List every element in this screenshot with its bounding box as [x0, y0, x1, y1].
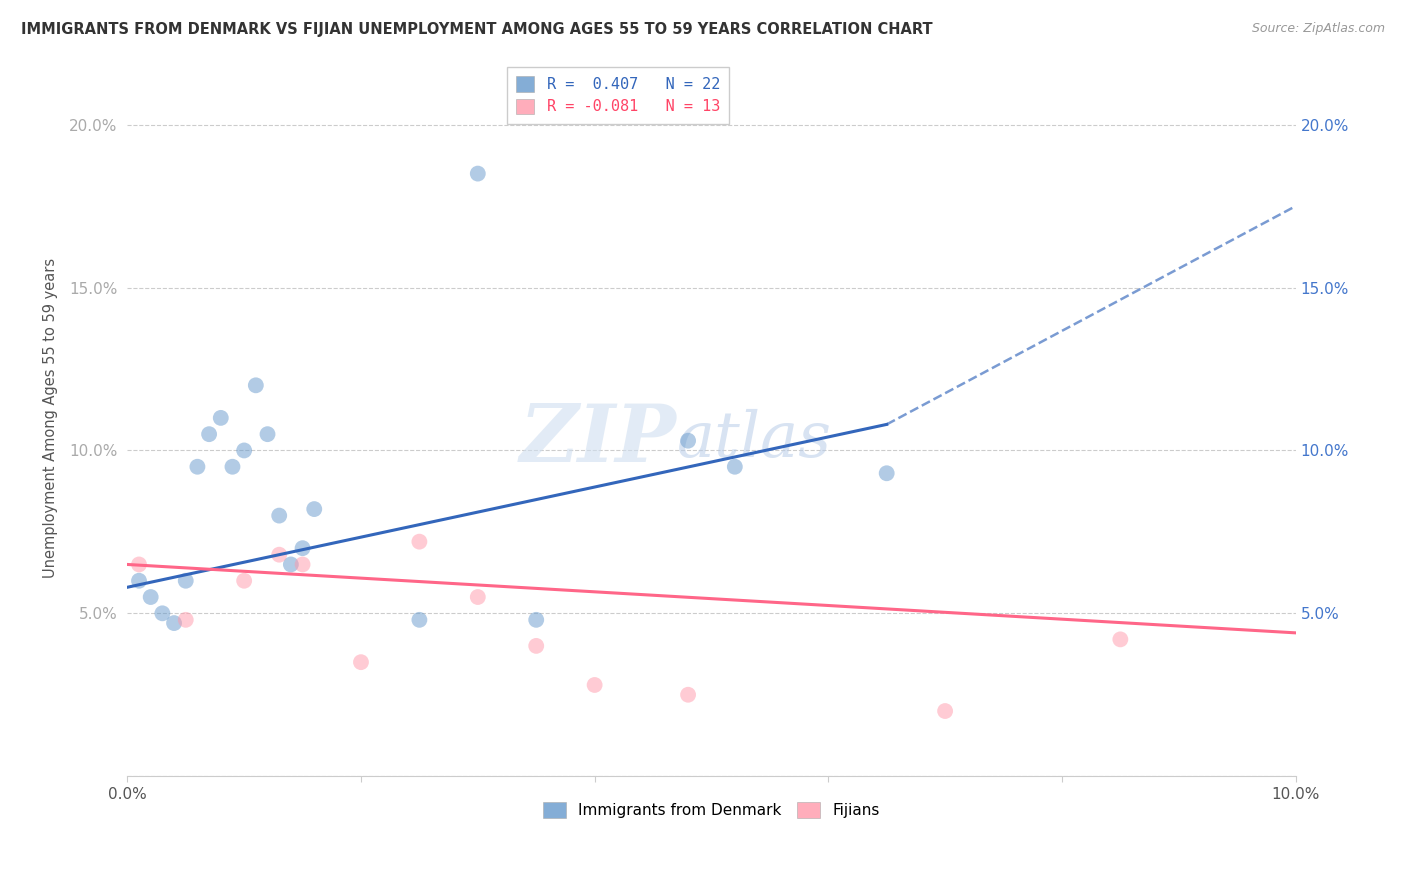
Point	[245, 378, 267, 392]
Point	[186, 459, 208, 474]
Point	[209, 410, 232, 425]
Point	[269, 508, 291, 523]
Point	[524, 613, 547, 627]
Point	[163, 616, 186, 631]
Point	[467, 590, 489, 604]
Text: Source: ZipAtlas.com: Source: ZipAtlas.com	[1251, 22, 1385, 36]
Point	[128, 574, 150, 588]
Point	[583, 678, 606, 692]
Point	[876, 467, 898, 481]
Text: ZIP: ZIP	[520, 401, 676, 478]
Point	[524, 639, 547, 653]
Point	[1109, 632, 1132, 647]
Point	[724, 459, 747, 474]
Text: atlas: atlas	[676, 409, 831, 470]
Point	[256, 427, 278, 442]
Text: IMMIGRANTS FROM DENMARK VS FIJIAN UNEMPLOYMENT AMONG AGES 55 TO 59 YEARS CORRELA: IMMIGRANTS FROM DENMARK VS FIJIAN UNEMPL…	[21, 22, 932, 37]
Point	[350, 655, 373, 669]
Point	[128, 558, 150, 572]
Point	[150, 607, 173, 621]
Point	[291, 558, 314, 572]
Point	[198, 427, 221, 442]
Point	[408, 613, 430, 627]
Point	[408, 534, 430, 549]
Point	[139, 590, 162, 604]
Point	[676, 434, 699, 448]
Point	[269, 548, 291, 562]
Point	[934, 704, 956, 718]
Point	[280, 558, 302, 572]
Point	[304, 502, 326, 516]
Point	[174, 574, 197, 588]
Point	[676, 688, 699, 702]
Legend: Immigrants from Denmark, Fijians: Immigrants from Denmark, Fijians	[536, 795, 887, 826]
Point	[221, 459, 243, 474]
Point	[174, 613, 197, 627]
Point	[233, 443, 256, 458]
Point	[291, 541, 314, 556]
Y-axis label: Unemployment Among Ages 55 to 59 years: Unemployment Among Ages 55 to 59 years	[44, 258, 58, 578]
Point	[233, 574, 256, 588]
Point	[467, 167, 489, 181]
